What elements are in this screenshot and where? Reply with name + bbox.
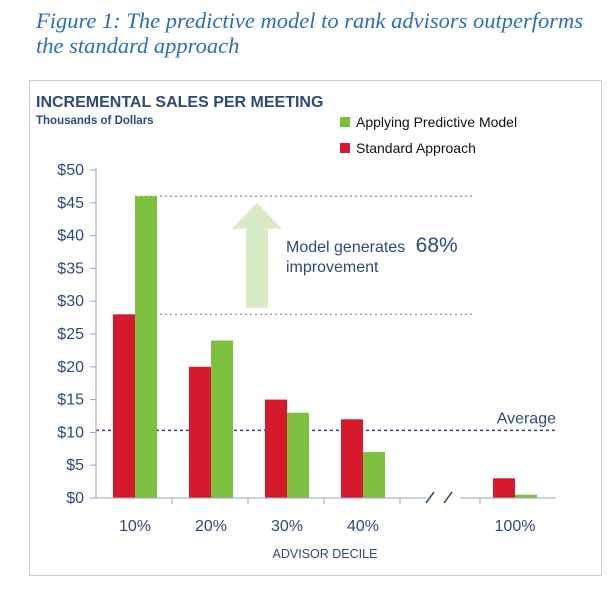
bar-predictive-20% xyxy=(211,340,233,498)
axis-break-mark xyxy=(443,491,453,504)
y-tick-label: $5 xyxy=(66,457,84,474)
legend-swatch xyxy=(340,117,350,127)
chart-subtitle: Thousands of Dollars xyxy=(36,115,154,127)
bar-standard-100% xyxy=(493,478,515,498)
figure-caption: Figure 1: The predictive model to rank a… xyxy=(36,8,584,58)
x-tick-label: 30% xyxy=(271,518,303,535)
chart-title: INCREMENTAL SALES PER MEETING xyxy=(36,94,323,111)
up-arrow xyxy=(232,202,282,308)
annotation-line1: Model generates 68% xyxy=(286,234,458,257)
legend-swatch xyxy=(340,143,350,153)
bar-predictive-10% xyxy=(135,196,157,499)
y-tick-label: $30 xyxy=(57,293,84,310)
legend-label: Applying Predictive Model xyxy=(356,114,517,130)
y-tick-label: $0 xyxy=(66,490,84,507)
x-tick-label: 20% xyxy=(195,518,227,535)
bar-standard-10% xyxy=(113,314,135,498)
bar-predictive-100% xyxy=(515,494,537,498)
reference-line-label: Average xyxy=(497,410,556,427)
y-tick-label: $40 xyxy=(57,228,84,245)
legend: Applying Predictive Model Standard Approa… xyxy=(340,114,517,156)
bar-standard-20% xyxy=(189,366,211,498)
x-tick-label: 40% xyxy=(347,518,379,535)
bars xyxy=(113,196,537,499)
improvement-arrow xyxy=(232,202,282,308)
axes: $0 $5 $10 $15 $20 $25 $30 $35 $40 $45 $50 10% 20% 30%… xyxy=(57,162,556,535)
reference-lines: Average xyxy=(96,195,556,432)
annotation-highlight: 68% xyxy=(416,234,458,257)
y-tick-label: $50 xyxy=(57,162,84,179)
y-tick-label: $20 xyxy=(57,359,84,376)
x-axis-label: ADVISOR DECILE xyxy=(273,547,378,561)
y-tick-label: $25 xyxy=(57,326,84,343)
y-tick-label: $35 xyxy=(57,260,84,277)
annotation-line2: improvement xyxy=(286,259,379,276)
x-tick-label: 10% xyxy=(119,518,151,535)
bar-standard-40% xyxy=(341,419,363,498)
bar-predictive-30% xyxy=(287,412,309,498)
axis-break-mark xyxy=(425,491,435,504)
legend-label: Standard Approach xyxy=(356,140,476,156)
x-tick-label: 100% xyxy=(495,518,536,535)
bar-predictive-40% xyxy=(363,452,385,498)
y-tick-label: $45 xyxy=(57,195,84,212)
annotation-text: Model generates xyxy=(286,239,405,256)
y-tick-label: $10 xyxy=(57,424,84,441)
y-tick-label: $15 xyxy=(57,392,84,409)
bar-standard-30% xyxy=(265,399,287,498)
